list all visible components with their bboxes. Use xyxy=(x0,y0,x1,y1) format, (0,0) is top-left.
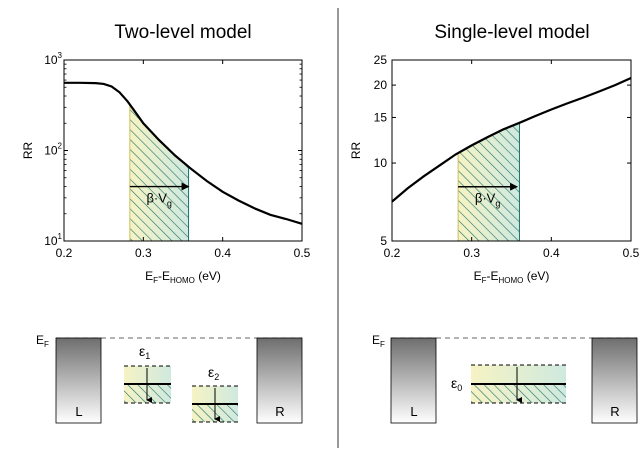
plot-frame-single-level xyxy=(391,59,632,242)
fermi-label: EF xyxy=(36,333,49,349)
shaded-hatch xyxy=(458,122,520,241)
vg-label-two-level: β·Vg xyxy=(146,191,172,209)
y-tick-label: 10 xyxy=(374,156,388,170)
y-tick-label: 15 xyxy=(374,110,388,124)
y-tick-label: 5 xyxy=(380,234,387,248)
right-panel-title: Single-level model xyxy=(434,22,589,43)
y-tick-label: 101 xyxy=(44,232,62,248)
level1-label: ε1 xyxy=(139,343,150,361)
x-tick-label: 0.3 xyxy=(135,246,152,260)
x-label-mid: -E xyxy=(487,269,499,283)
fermi-label: EF xyxy=(372,333,385,349)
left-electrode xyxy=(55,337,102,424)
x-axis-label-two-level: EF-EHOMO (eV) xyxy=(145,269,221,285)
energy-diagram-two-level: EF L R ε1 ε2 xyxy=(36,333,303,424)
x-label-mid: -E xyxy=(158,269,170,283)
right-electrode xyxy=(591,337,638,424)
chart-two-level: 0.2 0.3 0.4 0.5 101 102 103 β·Vg RR EF-EHOMO (… xyxy=(21,51,311,285)
x-label-unit: (eV) xyxy=(195,269,221,283)
y-tick-label: 25 xyxy=(374,53,388,67)
right-electrode-label: R xyxy=(275,404,284,419)
x-tick-label: 0.4 xyxy=(543,246,560,260)
x-label-sub-homo: HOMO xyxy=(499,276,524,285)
x-tick-label: 0.4 xyxy=(214,246,231,260)
vg-label-main: β·V xyxy=(146,191,167,206)
ticks-single-level: 0.2 0.3 0.4 0.5 5 10 15 20 25 xyxy=(374,53,639,260)
shaded-region-two-level xyxy=(129,104,190,241)
rr-curve-two-level xyxy=(64,81,303,225)
level0-hatch xyxy=(471,384,566,403)
vg-label-sub: g xyxy=(167,199,172,209)
x-axis-label-single-level: EF-EHOMO (eV) xyxy=(474,269,550,285)
rr-curve-single-level xyxy=(391,76,632,203)
x-label-sub-homo: HOMO xyxy=(170,276,195,285)
x-label-sub-f: F xyxy=(482,276,487,285)
x-label-e: E xyxy=(474,269,482,283)
vg-label-single-level: β·Vg xyxy=(475,191,501,209)
vg-label-main: β·V xyxy=(475,191,496,206)
left-electrode-label: L xyxy=(75,404,82,419)
right-electrode-label: R xyxy=(610,404,619,419)
ticks-two-level: 0.2 0.3 0.4 0.5 101 102 103 xyxy=(44,51,310,260)
x-tick-label: 0.3 xyxy=(463,246,480,260)
y-axis-label-two-level: RR xyxy=(21,142,35,160)
level2-label: ε2 xyxy=(208,364,219,382)
chart-single-level: 0.2 0.3 0.4 0.5 5 10 15 20 25 β·Vg RR EF-EHOMO (… xyxy=(349,53,639,285)
y-tick-label: 103 xyxy=(44,51,62,67)
energy-diagram-single-level: EF L R ε0 xyxy=(372,333,638,424)
shaded-hatch xyxy=(129,104,189,241)
x-tick-label: 0.2 xyxy=(56,246,73,260)
left-electrode-label: L xyxy=(410,404,417,419)
vg-label-sub: g xyxy=(495,199,500,209)
x-label-sub-f: F xyxy=(153,276,158,285)
x-tick-label: 0.2 xyxy=(384,246,401,260)
shaded-region-single-level xyxy=(457,122,520,241)
left-panel-title: Two-level model xyxy=(114,22,251,43)
x-tick-label: 0.5 xyxy=(294,246,311,260)
x-label-unit: (eV) xyxy=(523,269,549,283)
left-electrode xyxy=(390,337,437,424)
y-axis-label-single-level: RR xyxy=(349,142,363,160)
right-electrode xyxy=(256,337,303,424)
y-tick-label: 20 xyxy=(374,78,388,92)
x-label-e: E xyxy=(145,269,153,283)
y-tick-label: 102 xyxy=(44,142,62,158)
level0-label: ε0 xyxy=(451,375,462,393)
x-tick-label: 0.5 xyxy=(623,246,639,260)
